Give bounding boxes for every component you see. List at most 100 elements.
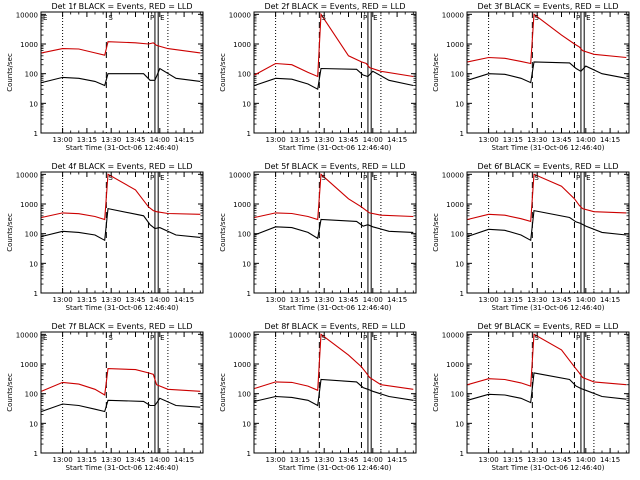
y-tick-label: 1000 xyxy=(20,361,38,369)
y-tick-label: 1000 xyxy=(20,41,38,49)
start-marker-label: S xyxy=(534,174,539,182)
panel-det-9f: Det 9f BLACK = Events, RED = LLD 1 10 100 10… xyxy=(432,322,630,472)
x-tick-label: 14:00 xyxy=(363,456,383,464)
y-tick-label: 1 xyxy=(247,290,251,298)
x-tick-label: 13:30 xyxy=(527,136,547,144)
panel-title: Det 8f BLACK = Events, RED = LLD xyxy=(264,322,405,331)
lld-series-line xyxy=(41,368,201,396)
plot-frame xyxy=(40,171,204,294)
x-tick-label: 13:30 xyxy=(527,456,547,464)
y-tick-label: 1 xyxy=(460,290,464,298)
y-tick-label: 100 xyxy=(451,231,464,239)
x-tick-label: 13:30 xyxy=(101,136,121,144)
lld-series-line xyxy=(467,333,627,387)
x-tick-label: 13:00 xyxy=(53,136,73,144)
panel-det-8f: Det 8f BLACK = Events, RED = LLD 1 10 100 10… xyxy=(219,322,417,472)
x-tick-label: 13:15 xyxy=(290,136,310,144)
plot-frame xyxy=(466,171,630,294)
y-tick-label: 1000 xyxy=(233,201,251,209)
panel-det-1f: Det 1f BLACK = Events, RED = LLD 1 10 100 10… xyxy=(6,2,204,152)
start-marker-label: S xyxy=(108,174,113,182)
end-marker-label: E xyxy=(586,174,590,182)
x-tick-label: 13:00 xyxy=(266,136,286,144)
y-tick-label: 10000 xyxy=(442,11,464,19)
y-tick-label: 1000 xyxy=(446,201,464,209)
x-tick-label: 14:15 xyxy=(600,296,620,304)
events-series-line xyxy=(467,209,627,242)
x-tick-label: 13:45 xyxy=(551,136,571,144)
panel-title: Det 6f BLACK = Events, RED = LLD xyxy=(477,162,618,171)
x-tick-label: 13:15 xyxy=(503,136,523,144)
x-tick-label: 14:15 xyxy=(174,456,194,464)
y-tick-label: 10000 xyxy=(229,171,251,179)
x-tick-label: 14:15 xyxy=(387,456,407,464)
start-marker-label: S xyxy=(534,334,539,342)
panel-det-2f: Det 2f BLACK = Events, RED = LLD 1 10 100 10… xyxy=(219,2,417,152)
panel-title: Det 5f BLACK = Events, RED = LLD xyxy=(264,162,405,171)
x-tick-label: 13:45 xyxy=(125,456,145,464)
plot-frame xyxy=(40,11,204,134)
lld-series-line xyxy=(254,173,414,221)
x-tick-label: 13:15 xyxy=(290,456,310,464)
x-tick-label: 13:00 xyxy=(266,456,286,464)
plot-frame xyxy=(253,331,417,454)
x-tick-label: 14:15 xyxy=(387,136,407,144)
x-axis-label: Start Time (31-Oct-06 12:46:40) xyxy=(492,464,605,472)
events-series-line xyxy=(254,67,414,91)
events-series-line xyxy=(41,397,201,413)
y-tick-label: 1000 xyxy=(233,361,251,369)
y-tick-label: 10 xyxy=(242,100,251,108)
y-tick-label: 1000 xyxy=(446,41,464,49)
x-tick-label: 14:00 xyxy=(576,456,596,464)
y-tick-label: 1 xyxy=(34,130,38,138)
x-tick-label: 13:45 xyxy=(125,136,145,144)
y-tick-label: 100 xyxy=(451,391,464,399)
events-series-line xyxy=(41,207,201,242)
lld-series-line xyxy=(254,12,414,78)
x-tick-label: 13:45 xyxy=(125,296,145,304)
x-tick-label: 13:45 xyxy=(338,456,358,464)
y-tick-label: 1000 xyxy=(20,201,38,209)
y-tick-label: 1 xyxy=(247,130,251,138)
y-tick-label: 100 xyxy=(238,231,251,239)
start-marker-label: S xyxy=(321,14,326,22)
end-marker-label: E xyxy=(373,334,377,342)
panel-title: Det 2f BLACK = Events, RED = LLD xyxy=(264,2,405,11)
x-tick-label: 13:15 xyxy=(77,136,97,144)
y-axis-label: Counts/sec xyxy=(219,373,227,412)
y-axis-label: Counts/sec xyxy=(432,213,440,252)
plot-frame xyxy=(466,11,630,134)
start-marker-label: S xyxy=(321,174,326,182)
x-tick-label: 14:00 xyxy=(150,296,170,304)
x-tick-label: 14:00 xyxy=(363,136,383,144)
end-marker-label-left: E xyxy=(43,334,47,342)
end-marker-label: E xyxy=(160,174,164,182)
panel-det-3f: Det 3f BLACK = Events, RED = LLD 1 10 100 10… xyxy=(432,2,630,152)
x-tick-label: 13:45 xyxy=(551,456,571,464)
y-tick-label: 1 xyxy=(247,450,251,458)
y-tick-label: 10000 xyxy=(16,171,38,179)
y-tick-label: 10000 xyxy=(229,11,251,19)
x-tick-label: 13:30 xyxy=(527,296,547,304)
events-series-line xyxy=(467,372,627,404)
y-tick-label: 1 xyxy=(460,450,464,458)
start-marker-label: S xyxy=(108,14,113,22)
x-tick-label: 13:45 xyxy=(551,296,571,304)
y-tick-label: 10000 xyxy=(16,331,38,339)
y-tick-label: 1000 xyxy=(446,361,464,369)
y-tick-label: 100 xyxy=(238,71,251,79)
y-tick-label: 1 xyxy=(34,290,38,298)
x-tick-label: 13:15 xyxy=(290,296,310,304)
panel-title: Det 1f BLACK = Events, RED = LLD xyxy=(51,2,192,11)
lld-series-line xyxy=(41,173,201,221)
end-marker-label-left: E xyxy=(43,14,47,22)
panel-title: Det 7f BLACK = Events, RED = LLD xyxy=(51,322,192,331)
x-tick-label: 13:15 xyxy=(77,456,97,464)
events-series-line xyxy=(467,61,627,84)
y-axis-label: Counts/sec xyxy=(432,53,440,92)
plot-frame xyxy=(253,11,417,134)
panel-det-6f: Det 6f BLACK = Events, RED = LLD 1 10 100 10… xyxy=(432,162,630,312)
end-marker-label: E xyxy=(586,14,590,22)
x-tick-label: 14:00 xyxy=(150,136,170,144)
